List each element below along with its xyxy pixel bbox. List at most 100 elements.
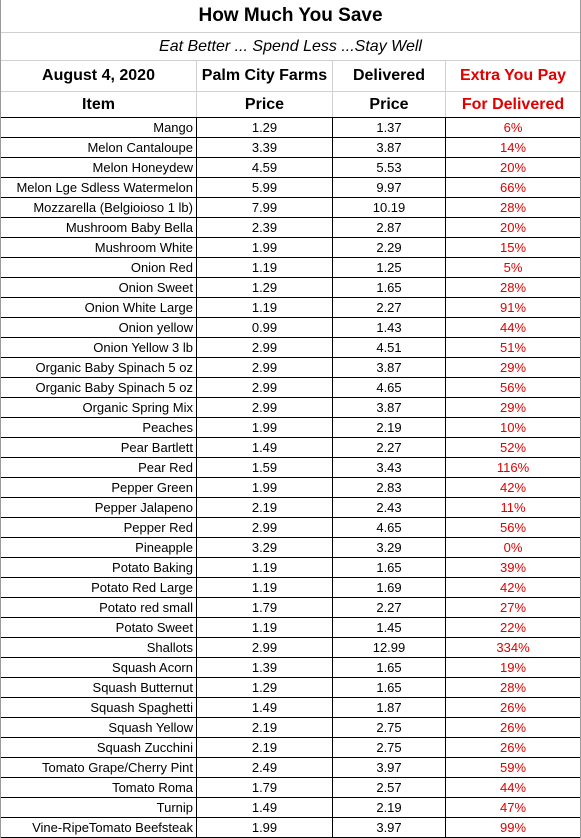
item-name-cell: Pepper Jalapeno bbox=[1, 498, 197, 517]
table-row: Tomato Roma 1.79 2.57 44% bbox=[1, 778, 580, 798]
palm-city-price-cell: 1.19 bbox=[197, 578, 333, 597]
extra-percent-cell: 28% bbox=[499, 200, 527, 215]
extra-percent-cell: 6% bbox=[503, 120, 523, 135]
extra-percent-cell: 19% bbox=[499, 660, 527, 675]
delivered-price-cell: 3.87 bbox=[333, 398, 446, 417]
extra-percent-cell: 91% bbox=[499, 300, 527, 315]
extra-percent-cell: 59% bbox=[499, 760, 527, 775]
palm-city-price-cell: 1.99 bbox=[197, 818, 333, 837]
table-row: Squash Yellow 2.19 2.75 26% bbox=[1, 718, 580, 738]
delivered-price-cell: 1.65 bbox=[333, 558, 446, 577]
extra-percent-cell: 28% bbox=[499, 280, 527, 295]
palm-city-price-cell: 1.79 bbox=[197, 778, 333, 797]
palm-city-price-cell: 1.19 bbox=[197, 618, 333, 637]
extra-percent-cell: 26% bbox=[499, 740, 527, 755]
extra-percent-cell: 28% bbox=[499, 680, 527, 695]
item-name-cell: Squash Spaghetti bbox=[1, 698, 197, 717]
delivered-price-cell: 2.29 bbox=[333, 238, 446, 257]
table-row: Shallots 2.99 12.99 334% bbox=[1, 638, 580, 658]
item-name-cell: Organic Baby Spinach 5 oz bbox=[1, 358, 197, 377]
item-name-cell: Pepper Red bbox=[1, 518, 197, 537]
extra-percent-cell: 26% bbox=[499, 720, 527, 735]
table-row: Squash Acorn 1.39 1.65 19% bbox=[1, 658, 580, 678]
extra-percent-cell: 47% bbox=[499, 800, 527, 815]
palm-city-price-cell: 1.19 bbox=[197, 258, 333, 277]
extra-percent-cell: 66% bbox=[499, 180, 527, 195]
table-row: Onion Red 1.19 1.25 5% bbox=[1, 258, 580, 278]
palm-city-price-cell: 1.59 bbox=[197, 458, 333, 477]
delivered-price-cell: 1.69 bbox=[333, 578, 446, 597]
extra-percent-cell: 44% bbox=[499, 320, 527, 335]
item-name-cell: Pear Red bbox=[1, 458, 197, 477]
extra-percent-cell: 56% bbox=[499, 380, 527, 395]
extra-percent-cell: 52% bbox=[499, 440, 527, 455]
table-row: Mushroom Baby Bella 2.39 2.87 20% bbox=[1, 218, 580, 238]
item-name-cell: Potato Baking bbox=[1, 558, 197, 577]
table-row: Turnip 1.49 2.19 47% bbox=[1, 798, 580, 818]
header-delivered-price: Price bbox=[333, 92, 446, 117]
extra-percent-cell: 11% bbox=[500, 500, 526, 515]
item-name-cell: Shallots bbox=[1, 638, 197, 657]
extra-percent-cell: 15% bbox=[499, 240, 527, 255]
table-row: Melon Honeydew 4.59 5.53 20% bbox=[1, 158, 580, 178]
extra-percent-cell: 5% bbox=[503, 260, 523, 275]
delivered-price-cell: 2.43 bbox=[333, 498, 446, 517]
item-name-cell: Potato Red Large bbox=[1, 578, 197, 597]
palm-city-price-cell: 3.29 bbox=[197, 538, 333, 557]
palm-city-price-cell: 2.99 bbox=[197, 638, 333, 657]
table-row: Onion White Large 1.19 2.27 91% bbox=[1, 298, 580, 318]
table-row: Potato Sweet 1.19 1.45 22% bbox=[1, 618, 580, 638]
item-name-cell: Melon Honeydew bbox=[1, 158, 197, 177]
palm-city-price-cell: 1.99 bbox=[197, 478, 333, 497]
extra-percent-cell: 44% bbox=[499, 780, 527, 795]
delivered-price-cell: 3.97 bbox=[333, 818, 446, 837]
palm-city-price-cell: 2.99 bbox=[197, 378, 333, 397]
table-row: Mushroom White 1.99 2.29 15% bbox=[1, 238, 580, 258]
item-name-cell: Pineapple bbox=[1, 538, 197, 557]
table-row: Organic Baby Spinach 5 oz 2.99 4.65 56% bbox=[1, 378, 580, 398]
delivered-price-cell: 12.99 bbox=[333, 638, 446, 657]
delivered-price-cell: 2.19 bbox=[333, 418, 446, 437]
palm-city-price-cell: 7.99 bbox=[197, 198, 333, 217]
delivered-price-cell: 2.75 bbox=[333, 738, 446, 757]
extra-percent-cell: 42% bbox=[499, 580, 527, 595]
palm-city-price-cell: 2.99 bbox=[197, 398, 333, 417]
extra-percent-cell: 27% bbox=[499, 600, 527, 615]
extra-percent-cell: 22% bbox=[499, 620, 527, 635]
table-row: Pineapple 3.29 3.29 0% bbox=[1, 538, 580, 558]
extra-percent-cell: 14% bbox=[499, 140, 527, 155]
price-table-body: Mango 1.29 1.37 6% Melon Cantaloupe 3.39 3.87 1… bbox=[1, 118, 580, 838]
delivered-price-cell: 4.65 bbox=[333, 378, 446, 397]
delivered-price-cell: 1.43 bbox=[333, 318, 446, 337]
delivered-price-cell: 3.97 bbox=[333, 758, 446, 777]
table-row: Pepper Jalapeno 2.19 2.43 11% bbox=[1, 498, 580, 518]
palm-city-price-cell: 1.99 bbox=[197, 418, 333, 437]
extra-percent-cell: 42% bbox=[499, 480, 527, 495]
extra-percent-cell: 334% bbox=[496, 640, 530, 655]
palm-city-price-cell: 2.39 bbox=[197, 218, 333, 237]
palm-city-price-cell: 1.79 bbox=[197, 598, 333, 617]
item-name-cell: Tomato Grape/Cherry Pint bbox=[1, 758, 197, 777]
table-row: Onion Yellow 3 lb 2.99 4.51 51% bbox=[1, 338, 580, 358]
header-item: Item bbox=[1, 92, 197, 117]
table-row: Vine-RipeTomato Beefsteak 1.99 3.97 99% bbox=[1, 818, 580, 838]
palm-city-price-cell: 1.29 bbox=[197, 678, 333, 697]
palm-city-price-cell: 0.99 bbox=[197, 318, 333, 337]
header-delivered: Delivered bbox=[333, 61, 446, 91]
extra-percent-cell: 20% bbox=[499, 160, 527, 175]
extra-percent-cell: 51% bbox=[499, 340, 527, 355]
palm-city-price-cell: 2.99 bbox=[197, 358, 333, 377]
palm-city-price-cell: 2.19 bbox=[197, 738, 333, 757]
delivered-price-cell: 1.65 bbox=[333, 278, 446, 297]
extra-percent-cell: 26% bbox=[499, 700, 527, 715]
item-name-cell: Mushroom White bbox=[1, 238, 197, 257]
item-name-cell: Potato red small bbox=[1, 598, 197, 617]
table-row: Pepper Green 1.99 2.83 42% bbox=[1, 478, 580, 498]
table-row: Onion yellow 0.99 1.43 44% bbox=[1, 318, 580, 338]
item-name-cell: Mozzarella (Belgioioso 1 lb) bbox=[1, 198, 197, 217]
palm-city-price-cell: 1.29 bbox=[197, 278, 333, 297]
item-name-cell: Onion Red bbox=[1, 258, 197, 277]
palm-city-price-cell: 1.49 bbox=[197, 698, 333, 717]
delivered-price-cell: 3.87 bbox=[333, 138, 446, 157]
